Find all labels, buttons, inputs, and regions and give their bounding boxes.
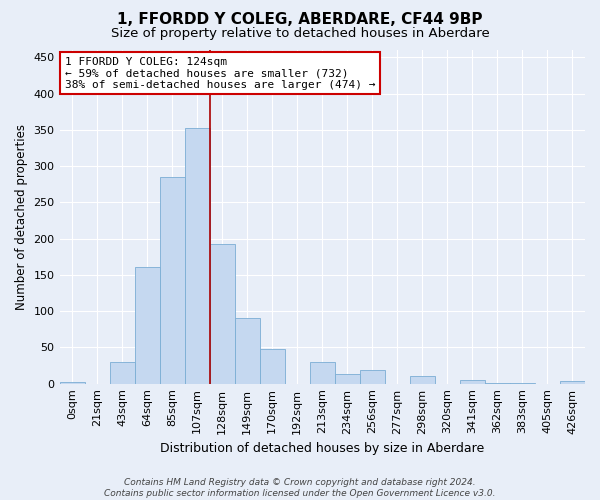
Bar xyxy=(134,267,160,384)
X-axis label: Distribution of detached houses by size in Aberdare: Distribution of detached houses by size … xyxy=(160,442,484,455)
Text: Contains HM Land Registry data © Crown copyright and database right 2024.
Contai: Contains HM Land Registry data © Crown c… xyxy=(104,478,496,498)
Bar xyxy=(360,370,385,384)
Bar xyxy=(185,128,209,384)
Text: Size of property relative to detached houses in Aberdare: Size of property relative to detached ho… xyxy=(110,28,490,40)
Bar xyxy=(410,376,435,384)
Bar xyxy=(485,383,510,384)
Bar xyxy=(235,318,260,384)
Bar xyxy=(310,362,335,384)
Text: 1, FFORDD Y COLEG, ABERDARE, CF44 9BP: 1, FFORDD Y COLEG, ABERDARE, CF44 9BP xyxy=(117,12,483,28)
Text: 1 FFORDD Y COLEG: 124sqm
← 59% of detached houses are smaller (732)
38% of semi-: 1 FFORDD Y COLEG: 124sqm ← 59% of detach… xyxy=(65,56,375,90)
Bar xyxy=(110,362,134,384)
Bar xyxy=(460,380,485,384)
Bar xyxy=(510,383,535,384)
Bar xyxy=(209,244,235,384)
Bar xyxy=(59,382,85,384)
Bar xyxy=(260,349,285,384)
Y-axis label: Number of detached properties: Number of detached properties xyxy=(15,124,28,310)
Bar xyxy=(160,177,185,384)
Bar xyxy=(560,381,585,384)
Bar xyxy=(335,374,360,384)
